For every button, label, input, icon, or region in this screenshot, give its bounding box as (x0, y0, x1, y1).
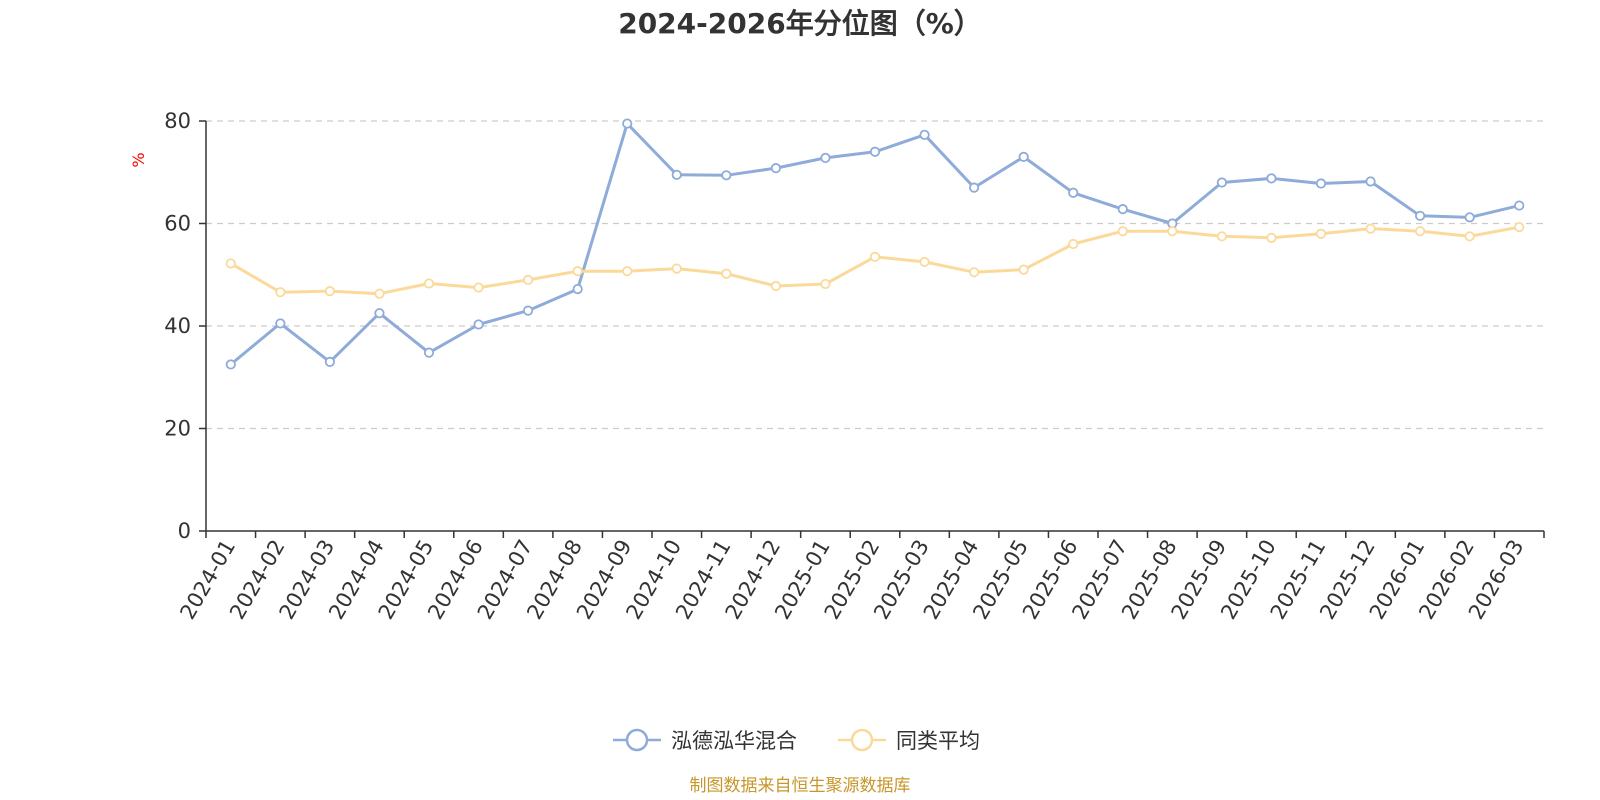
data-point (1068, 238, 1079, 250)
data-point (374, 288, 385, 299)
legend-marker (625, 728, 649, 752)
y-tick-labels: 0 20 40 60 80 (164, 109, 191, 543)
data-point (820, 278, 831, 290)
legend-item-1[interactable]: 同类平均 (838, 728, 980, 753)
y-tick-label: 0 (178, 519, 191, 543)
grid-lines (206, 120, 1544, 430)
y-axis-label: % (129, 152, 148, 167)
legend-label: 泓德泓华混合 (671, 729, 797, 753)
data-point (1167, 226, 1178, 237)
data-point (622, 266, 633, 277)
legend-label: 同类平均 (896, 729, 980, 753)
data-point (225, 359, 236, 370)
data-point (969, 267, 980, 278)
data-point (919, 256, 930, 268)
data-point (919, 129, 930, 140)
data-point (1216, 177, 1227, 188)
data-point (572, 266, 583, 277)
data-point (1315, 178, 1327, 189)
legend[interactable]: 泓德泓华混合 同类平均 (613, 728, 980, 753)
data-point (1266, 232, 1277, 243)
data-point (1117, 204, 1128, 215)
x-tick-labels: 2024-012024-022024-032024-042024-052024-… (175, 536, 1528, 624)
data-point (1266, 173, 1277, 184)
data-point (423, 278, 435, 289)
source-note: 制图数据来自恒生聚源数据库 (690, 776, 911, 796)
data-point (1464, 231, 1475, 242)
data-point (622, 118, 633, 129)
y-tick-label: 40 (164, 314, 191, 338)
data-point (1068, 187, 1079, 198)
axes (199, 120, 1545, 538)
legend-item-0[interactable]: 泓德泓华混合 (613, 728, 797, 753)
data-point (1018, 151, 1029, 162)
y-tick-label: 80 (164, 109, 191, 133)
data-point (473, 319, 484, 330)
series-lines (225, 118, 1525, 370)
data-point (869, 251, 881, 262)
data-point (1365, 176, 1376, 187)
data-point (770, 163, 781, 174)
data-point (423, 347, 435, 358)
series-1 (225, 221, 1525, 299)
data-point (523, 274, 534, 285)
data-point (1514, 200, 1525, 211)
data-point (275, 318, 286, 329)
data-point (1216, 231, 1227, 242)
data-point (225, 258, 236, 269)
data-point (969, 182, 980, 193)
data-point (1514, 221, 1525, 233)
legend-marker (850, 728, 874, 752)
data-point (324, 286, 335, 297)
data-point (671, 169, 682, 180)
data-point (275, 287, 286, 298)
data-point (374, 308, 385, 319)
data-point (473, 282, 484, 293)
data-point (869, 146, 881, 157)
chart-title: 2024-2026年分位图（%） (618, 7, 982, 40)
data-point (1117, 226, 1128, 237)
data-point (721, 170, 732, 181)
data-point (1315, 228, 1327, 239)
series-0 (225, 118, 1525, 370)
data-point (572, 283, 583, 295)
series-line (229, 122, 1520, 366)
data-point (324, 356, 335, 367)
data-point (1464, 212, 1475, 223)
y-tick-label: 20 (164, 417, 191, 441)
data-point (770, 280, 781, 292)
data-point (1415, 226, 1426, 237)
data-point (721, 268, 732, 279)
data-point (820, 152, 831, 163)
data-point (1018, 264, 1029, 275)
y-tick-label: 60 (164, 212, 191, 236)
data-point (1365, 223, 1376, 234)
data-point (1415, 210, 1426, 221)
data-point (523, 305, 534, 316)
data-point (671, 263, 682, 274)
